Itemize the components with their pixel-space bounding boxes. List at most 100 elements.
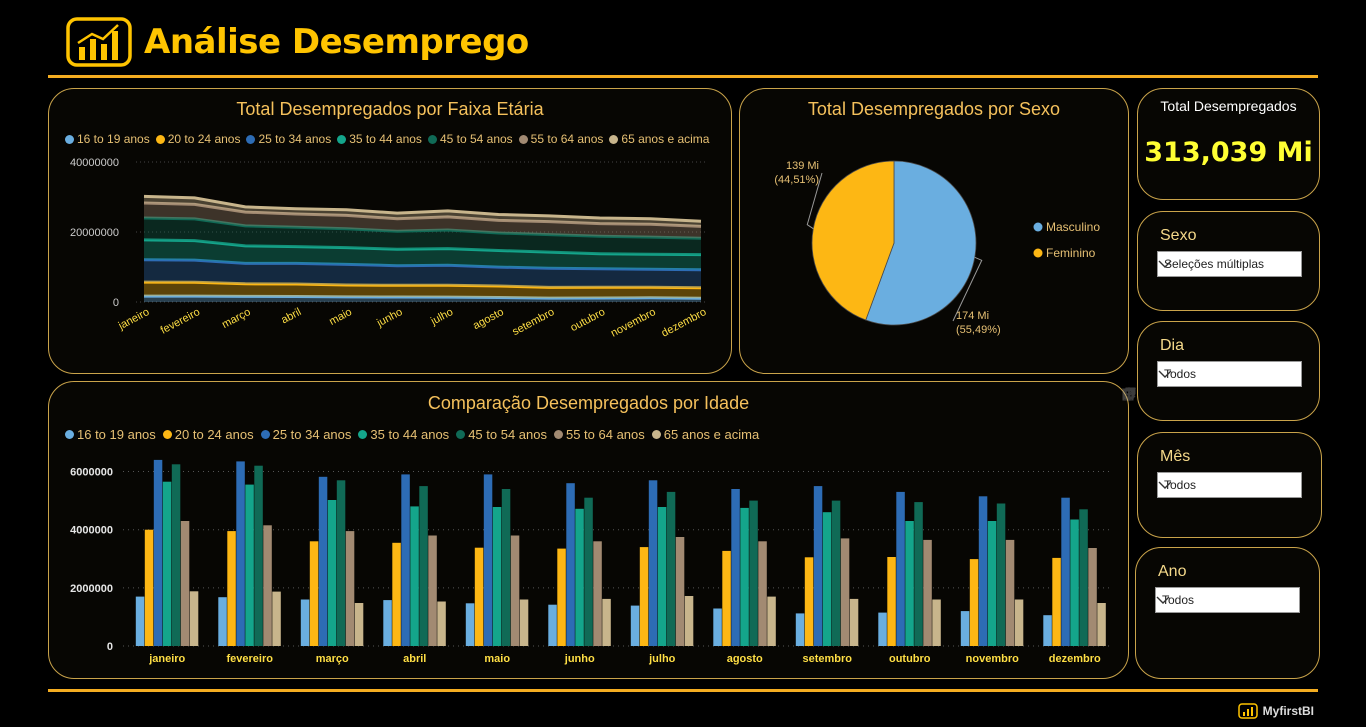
bar[interactable] [1052,557,1061,646]
area-chart-panel[interactable]: Total Desempregados por Faixa Etária 16 … [48,88,732,374]
drill-down-icon[interactable] [1122,387,1136,401]
bar[interactable] [657,507,667,646]
slicer-dia-dropdown[interactable]: Todos [1157,361,1302,387]
bar[interactable] [740,507,749,646]
bar-legend-item[interactable]: 35 to 44 anos [358,427,449,442]
slicer-ano-dropdown[interactable]: Todos [1155,587,1300,613]
slicer-mes-dropdown[interactable]: Todos [1157,472,1302,498]
bar-legend-item[interactable]: 25 to 34 anos [260,427,351,442]
bar-legend-item[interactable]: 45 to 54 anos [456,427,547,442]
bar[interactable] [557,548,566,646]
bar[interactable] [162,481,172,646]
expand-all-icon[interactable] [1122,387,1136,401]
bar[interactable] [969,559,979,646]
bar[interactable] [410,506,419,646]
pie-slice-feminino[interactable] [811,160,895,321]
bar-chart-panel[interactable]: Comparação Desempregados por Idade 16 to… [48,381,1136,679]
bar[interactable] [575,508,584,646]
pie-chart-panel[interactable]: Total Desempregados por Sexo 174 Mi (55,4… [739,88,1129,374]
bar[interactable] [896,491,905,646]
bar[interactable] [822,512,832,646]
bar[interactable] [795,613,805,646]
bar[interactable] [1079,509,1088,646]
slicer-sexo-dropdown[interactable]: Seleções múltiplas [1157,251,1302,277]
bar[interactable] [1005,539,1015,646]
bar-legend-item[interactable]: 55 to 64 anos [553,427,645,442]
bar[interactable] [1061,497,1070,646]
bar[interactable] [345,531,355,646]
bar[interactable] [960,611,970,646]
bar[interactable] [309,541,319,646]
area-legend-item[interactable]: 45 to 54 anos [427,132,513,146]
bar[interactable] [666,491,676,646]
bar[interactable] [878,612,887,646]
bar[interactable] [602,598,611,646]
bar[interactable] [474,547,484,646]
area-legend-item[interactable]: 25 to 34 anos [246,132,331,146]
pie-legend-label[interactable]: Masculino [1046,220,1100,234]
bar[interactable] [354,603,364,646]
bar[interactable] [932,599,941,647]
focus-mode-icon[interactable] [1122,387,1136,401]
bar[interactable] [831,500,841,646]
bar[interactable] [218,597,227,646]
bar[interactable] [1014,599,1024,647]
bar[interactable] [749,500,758,646]
bar[interactable] [171,464,181,646]
bar[interactable] [465,603,475,646]
drill-up-icon[interactable] [1122,387,1136,401]
bar[interactable] [923,539,932,646]
bar[interactable] [804,557,814,646]
bar[interactable] [675,537,685,646]
bar[interactable] [1043,615,1052,646]
copy-icon[interactable] [1122,387,1136,401]
bar[interactable] [566,483,575,646]
bar[interactable] [327,500,337,646]
area-legend-item[interactable]: 20 to 24 anos [155,132,240,146]
bar[interactable] [383,600,392,646]
bar[interactable] [767,596,776,646]
bar[interactable] [336,480,346,646]
bar[interactable] [419,486,428,646]
bar[interactable] [840,538,850,646]
bar[interactable] [245,484,254,646]
bar[interactable] [713,608,722,647]
area-legend-item[interactable]: 35 to 44 anos [337,132,422,146]
area-legend-item[interactable]: 65 anos e acima [609,132,709,146]
bar[interactable] [1088,548,1097,646]
bar[interactable] [639,547,649,646]
bar[interactable] [189,591,199,646]
area-legend-item[interactable]: 55 to 64 anos [518,132,603,146]
bar[interactable] [300,599,310,647]
bar[interactable] [263,525,272,646]
bar[interactable] [144,529,154,646]
bar[interactable] [630,605,640,646]
bar[interactable] [501,489,511,646]
bar-legend-item[interactable]: 65 anos e acima [651,427,759,442]
bar[interactable] [227,531,236,646]
bar[interactable] [987,521,997,646]
bar[interactable] [584,497,593,646]
bar[interactable] [428,535,437,647]
bar[interactable] [519,599,529,647]
bar[interactable] [180,521,190,646]
area-legend-item[interactable]: 16 to 19 anos [65,132,150,146]
more-options-icon[interactable] [1122,387,1136,401]
bar[interactable] [236,461,245,646]
bar-legend-item[interactable]: 20 to 24 anos [162,427,254,442]
bar-legend-item[interactable]: 16 to 19 anos [65,427,156,442]
bar[interactable] [722,550,731,646]
bar[interactable] [135,596,145,646]
bar[interactable] [318,476,328,646]
bar[interactable] [593,541,602,646]
bar[interactable] [1097,603,1106,646]
bar[interactable] [254,465,263,646]
bar[interactable] [1070,519,1079,647]
hierarchy-icon[interactable] [1122,387,1136,401]
filter-icon[interactable] [1122,387,1136,401]
bar[interactable] [437,601,446,647]
bar[interactable] [758,541,767,646]
bar[interactable] [648,480,658,646]
bar[interactable] [548,604,557,646]
bar[interactable] [483,474,493,646]
